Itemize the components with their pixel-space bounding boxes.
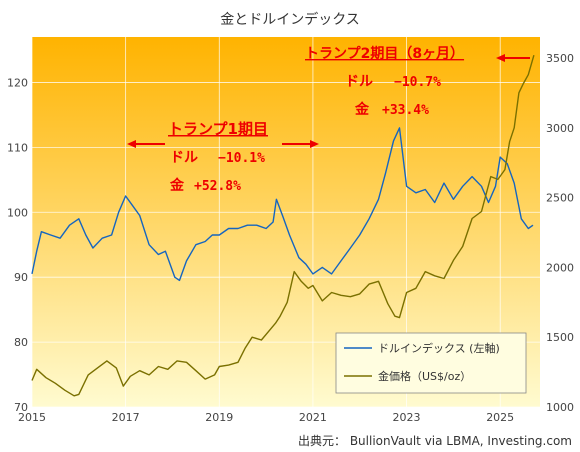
- series-group: [31, 55, 535, 397]
- x-tick-2017: 2017: [112, 411, 140, 424]
- left-tick-120: 120: [7, 76, 28, 89]
- x-tick-2021: 2021: [299, 411, 327, 424]
- annotation-term2-gold-value: +33.4%: [382, 103, 429, 118]
- arrow-right-term1-head: [310, 140, 319, 148]
- source-note: 出典元： BullionVault via LBMA, Investing.co…: [298, 434, 572, 448]
- right-tick-1000: 1000: [546, 401, 574, 414]
- annotation-term1-title: トランプ1期目: [168, 120, 268, 138]
- right-tick-2500: 2500: [546, 192, 574, 205]
- annotation-term1-dollar-label: ドル: [170, 150, 198, 166]
- chart-title: 金とドルインデックス: [220, 11, 360, 28]
- right-tick-3500: 3500: [546, 52, 574, 65]
- series-line-dollar: [31, 127, 534, 282]
- annotation-term2-dollar-label: ドル: [345, 74, 373, 90]
- x-tick-2025: 2025: [486, 411, 514, 424]
- right-tick-1500: 1500: [546, 331, 574, 344]
- legend-label-dollar: ドルインデックス (左軸): [378, 341, 500, 355]
- series-line-gold: [31, 55, 535, 397]
- annotation-term2-gold-label: 金: [354, 101, 370, 118]
- x-tick-2015: 2015: [18, 411, 46, 424]
- arrow-left-term1-head: [127, 140, 136, 148]
- right-tick-3000: 3000: [546, 122, 574, 135]
- annotation-term2-title: トランプ2期目（8ヶ月）: [305, 46, 464, 62]
- annotation-term2-dollar-value: −10.7%: [394, 75, 441, 90]
- right-axis-ticks: 1000 1500 2000 2500 3000 3500: [546, 52, 574, 414]
- annotation-term1: トランプ1期目 ドル −10.1% 金 +52.8%: [127, 120, 319, 194]
- left-tick-90: 90: [14, 271, 28, 284]
- legend: ドルインデックス (左軸) 金価格（US$/oz）: [335, 332, 527, 394]
- left-tick-100: 100: [7, 206, 28, 219]
- right-tick-2000: 2000: [546, 261, 574, 274]
- annotation-term1-dollar-value: −10.1%: [218, 151, 265, 166]
- annotation-term1-gold-value: +52.8%: [194, 179, 241, 194]
- annotation-term2: トランプ2期目（8ヶ月） ドル −10.7% 金 +33.4%: [305, 46, 530, 118]
- legend-label-gold: 金価格（US$/oz）: [378, 369, 471, 383]
- legend-box: [335, 332, 527, 394]
- left-tick-80: 80: [14, 336, 28, 349]
- annotation-term1-gold-label: 金: [169, 177, 185, 194]
- x-tick-2023: 2023: [393, 411, 421, 424]
- x-axis-ticks: 2015 2017 2019 2021 2023 2025: [18, 411, 514, 424]
- left-tick-110: 110: [7, 141, 28, 154]
- left-axis-ticks: 70 80 90 100 110 120: [7, 76, 28, 414]
- arrow-left-term2-head: [496, 54, 505, 62]
- left-tick-70: 70: [14, 401, 28, 414]
- x-tick-2019: 2019: [205, 411, 233, 424]
